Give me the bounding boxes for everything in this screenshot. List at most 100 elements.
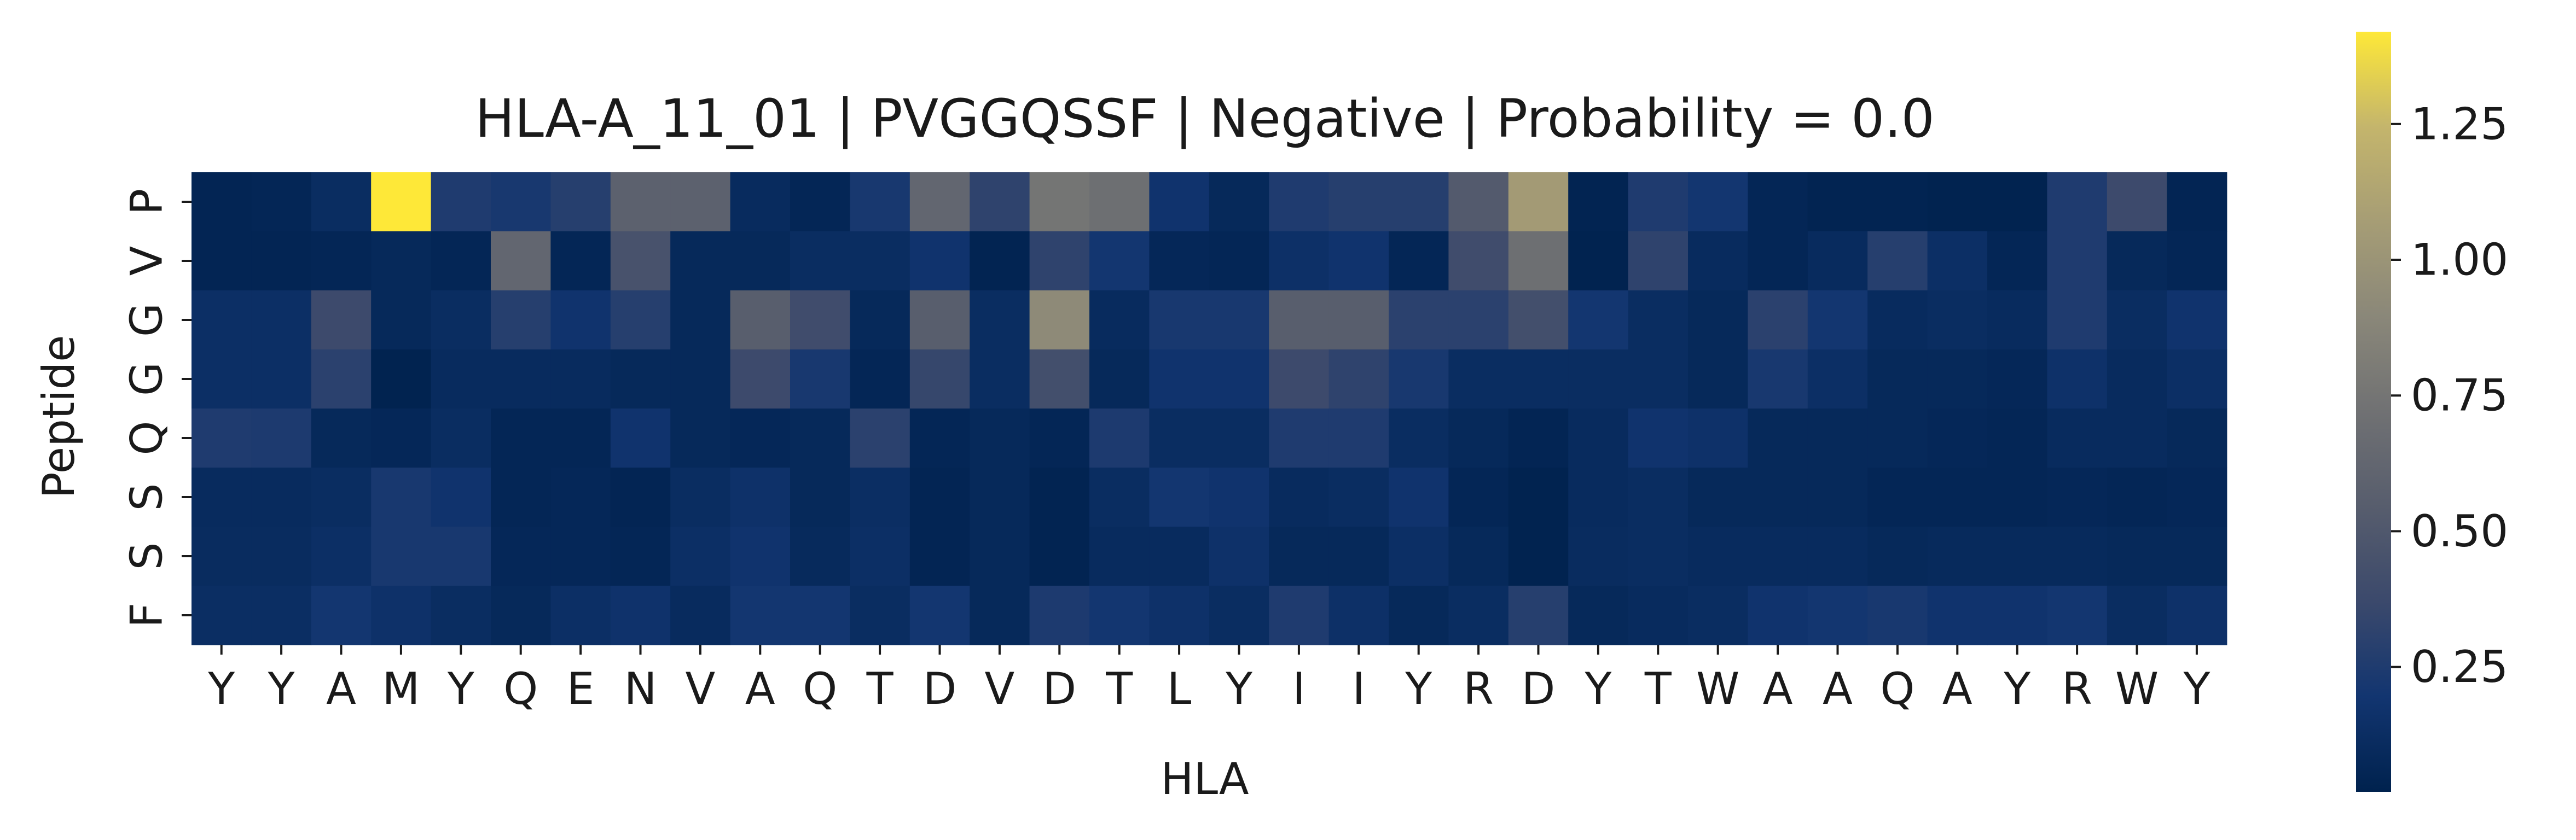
heatmap-cell: [1807, 172, 1868, 232]
heatmap-cell: [311, 231, 372, 291]
heatmap-cell: [1029, 349, 1090, 409]
heatmap-cell: [251, 231, 312, 291]
heatmap-cell: [1029, 468, 1090, 527]
heatmap-cell: [2107, 172, 2167, 232]
heatmap-cell: [2047, 231, 2108, 291]
heatmap-cell: [431, 586, 491, 645]
heatmap-cell: [2107, 409, 2167, 468]
heatmap-cell: [1927, 409, 1988, 468]
heatmap-cell: [1628, 586, 1689, 645]
heatmap-cell: [251, 172, 312, 232]
y-tick-label: P: [121, 189, 172, 215]
colorbar-ticks: 0.25 0.50 0.75 1.00 1.25: [2391, 98, 2508, 692]
heatmap-cell: [1209, 586, 1269, 645]
x-tick-label: M: [382, 663, 420, 714]
heatmap-cell: [1807, 409, 1868, 468]
heatmap-cell: [1628, 409, 1689, 468]
heatmap-cell: [1029, 527, 1090, 586]
heatmap-cell: [850, 409, 910, 468]
heatmap-cell: [1987, 290, 2048, 350]
heatmap-cell: [550, 527, 611, 586]
heatmap-cell: [371, 231, 432, 291]
heatmap-cell: [1628, 231, 1689, 291]
heatmap-cell: [1389, 527, 1449, 586]
heatmap-cell: [850, 231, 910, 291]
heatmap-cell: [550, 409, 611, 468]
heatmap-cell: [1927, 172, 1988, 232]
y-tick-label: S: [121, 483, 172, 511]
heatmap-cell: [2047, 527, 2108, 586]
heatmap-cell: [1987, 409, 2048, 468]
heatmap-cell: [1628, 527, 1689, 586]
heatmap-cell: [1987, 231, 2048, 291]
heatmap-cell: [311, 349, 372, 409]
heatmap-cell: [251, 290, 312, 350]
heatmap-cell: [1807, 586, 1868, 645]
heatmap-cell: [550, 231, 611, 291]
heatmap-cell: [790, 349, 851, 409]
heatmap-cell: [1508, 468, 1569, 527]
heatmap-cell: [1149, 527, 1210, 586]
x-axis-label: HLA: [1161, 754, 1249, 804]
heatmap-cell: [1867, 349, 1928, 409]
heatmap-cell: [1209, 527, 1269, 586]
heatmap-cell: [1867, 409, 1928, 468]
heatmap-cell: [850, 172, 910, 232]
colorbar: [2356, 32, 2391, 792]
heatmap-cell: [1149, 290, 1210, 350]
y-tick-label: S: [121, 542, 172, 570]
heatmap-cell: [610, 349, 671, 409]
heatmap-cell: [1748, 468, 1808, 527]
heatmap-cell: [2167, 231, 2227, 291]
heatmap-cell: [1748, 231, 1808, 291]
heatmap-cell: [192, 172, 252, 232]
heatmap-cell: [431, 172, 491, 232]
heatmap-cell: [610, 468, 671, 527]
heatmap-cell: [2047, 349, 2108, 409]
heatmap-cell: [730, 290, 791, 350]
heatmap-cell: [1568, 172, 1629, 232]
x-tick-label: A: [1942, 663, 1972, 714]
x-tick-label: A: [745, 663, 775, 714]
heatmap-cell: [670, 468, 731, 527]
heatmap-cell: [1209, 290, 1269, 350]
heatmap-cell: [730, 586, 791, 645]
heatmap-cell: [1807, 527, 1868, 586]
heatmap-cell: [610, 409, 671, 468]
heatmap-cell: [1568, 231, 1629, 291]
heatmap-cell: [431, 409, 491, 468]
heatmap-cell: [311, 172, 372, 232]
x-tick-label: R: [1463, 663, 1494, 714]
heatmap-cell: [1987, 586, 2048, 645]
x-tick-label: A: [326, 663, 356, 714]
x-tick-label: I: [1292, 663, 1306, 714]
heatmap-cell: [1568, 527, 1629, 586]
heatmap-cell: [1448, 290, 1509, 350]
x-tick-label: L: [1167, 663, 1192, 714]
chart-title: HLA-A_11_01 | PVGGQSSF | Negative | Prob…: [475, 88, 1935, 150]
heatmap-cell: [1508, 527, 1569, 586]
heatmap-cell: [970, 231, 1030, 291]
heatmap-cell: [2167, 349, 2227, 409]
heatmap-cell: [1628, 468, 1689, 527]
heatmap-cell: [371, 172, 432, 232]
heatmap-cell: [251, 586, 312, 645]
heatmap-cell: [670, 586, 731, 645]
heatmap-cell: [491, 172, 552, 232]
heatmap-cell: [431, 290, 491, 350]
heatmap-cell: [790, 527, 851, 586]
heatmap-cell: [1867, 290, 1928, 350]
heatmap-cell: [909, 409, 970, 468]
heatmap-cell: [1748, 409, 1808, 468]
x-tick-label: T: [1105, 663, 1133, 714]
heatmap-cell: [1269, 586, 1330, 645]
heatmap-cell: [1688, 290, 1749, 350]
heatmap-cell: [1448, 409, 1509, 468]
heatmap-cell: [371, 409, 432, 468]
x-tick-label: Q: [803, 663, 837, 714]
heatmap-cell: [1389, 349, 1449, 409]
heatmap-cell: [2047, 172, 2108, 232]
heatmap-cell: [2047, 586, 2108, 645]
heatmap-cell: [610, 586, 671, 645]
